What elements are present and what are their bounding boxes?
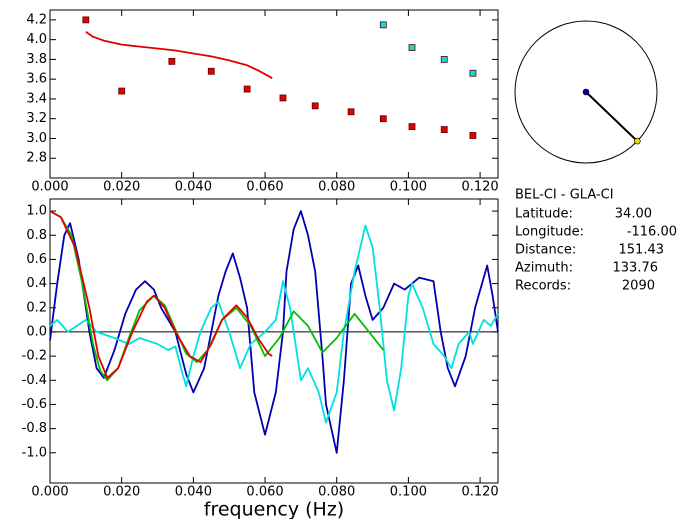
y-tick-label: 3.2 [26, 111, 47, 126]
y-tick-label: 0.8 [26, 228, 47, 243]
marker [311, 102, 319, 110]
info-label: Distance: [515, 243, 576, 258]
marker [207, 67, 215, 75]
marker [379, 21, 387, 29]
plot-frame [49, 9, 499, 179]
marker [408, 44, 416, 51]
x-tick-label: 0.080 [318, 485, 355, 500]
marker [379, 115, 387, 123]
y-tick-label: 3.6 [26, 72, 47, 87]
x-tick-label: 0.040 [175, 485, 212, 500]
info-label: Longitude: [515, 225, 584, 240]
marker [82, 16, 90, 24]
marker [408, 123, 416, 131]
x-axis-label: frequency (Hz) [204, 499, 344, 519]
info-value: 34.00 [615, 207, 652, 222]
azimuth-circle [514, 20, 658, 164]
line [85, 30, 273, 79]
y-tick-label: 0.2 [26, 300, 47, 315]
marker [440, 56, 448, 63]
info-value: 133.76 [613, 261, 659, 276]
x-tick-label: 0.000 [31, 180, 68, 195]
info-value: -116.00 [627, 225, 677, 240]
line [49, 210, 273, 379]
marker [243, 85, 251, 93]
y-tick-label: 4.0 [26, 32, 47, 47]
y-tick-label: 3.8 [26, 52, 47, 67]
plot-frame [49, 198, 499, 484]
x-tick-label: 0.020 [103, 180, 140, 195]
y-tick-label: 3.4 [26, 91, 47, 106]
marker [279, 94, 287, 102]
marker [469, 69, 477, 77]
y-tick-label: -0.8 [22, 421, 47, 436]
target-dot [633, 137, 641, 145]
marker [168, 57, 176, 65]
x-tick-label: 0.000 [31, 485, 68, 500]
azimuth-needle [585, 91, 638, 142]
info-label: Latitude: [515, 207, 573, 222]
y-tick-label: 3.0 [26, 131, 47, 146]
marker [118, 87, 126, 95]
station-dot [582, 88, 590, 96]
marker [347, 108, 355, 116]
y-tick-label: -0.2 [22, 349, 47, 364]
y-tick-label: 1.0 [26, 204, 47, 219]
x-tick-label: 0.120 [461, 180, 498, 195]
x-tick-label: 0.060 [246, 485, 283, 500]
line [49, 224, 499, 424]
y-tick-label: 2.8 [26, 151, 47, 166]
y-tick-label: 0.6 [26, 252, 47, 267]
x-tick-label: 0.120 [461, 485, 498, 500]
y-tick-label: -1.0 [22, 445, 47, 460]
info-value: 2090 [622, 279, 655, 294]
x-tick-label: 0.100 [390, 485, 427, 500]
info-title: BEL-CI - GLA-CI [515, 188, 614, 203]
y-tick-label: 0.4 [26, 276, 47, 291]
x-tick-label: 0.020 [103, 485, 140, 500]
x-tick-label: 0.060 [246, 180, 283, 195]
x-tick-label: 0.040 [175, 180, 212, 195]
x-tick-label: 0.100 [390, 180, 427, 195]
marker [469, 132, 477, 139]
y-tick-label: -0.4 [22, 373, 47, 388]
y-tick-label: 4.2 [26, 12, 47, 27]
line [49, 210, 499, 454]
info-label: Records: [515, 279, 571, 294]
info-value: 151.43 [619, 243, 665, 258]
info-label: Azimuth: [515, 261, 573, 276]
y-tick-label: 0.0 [26, 324, 47, 339]
x-tick-label: 0.080 [318, 180, 355, 195]
marker [440, 126, 448, 133]
y-tick-label: -0.6 [22, 397, 47, 412]
